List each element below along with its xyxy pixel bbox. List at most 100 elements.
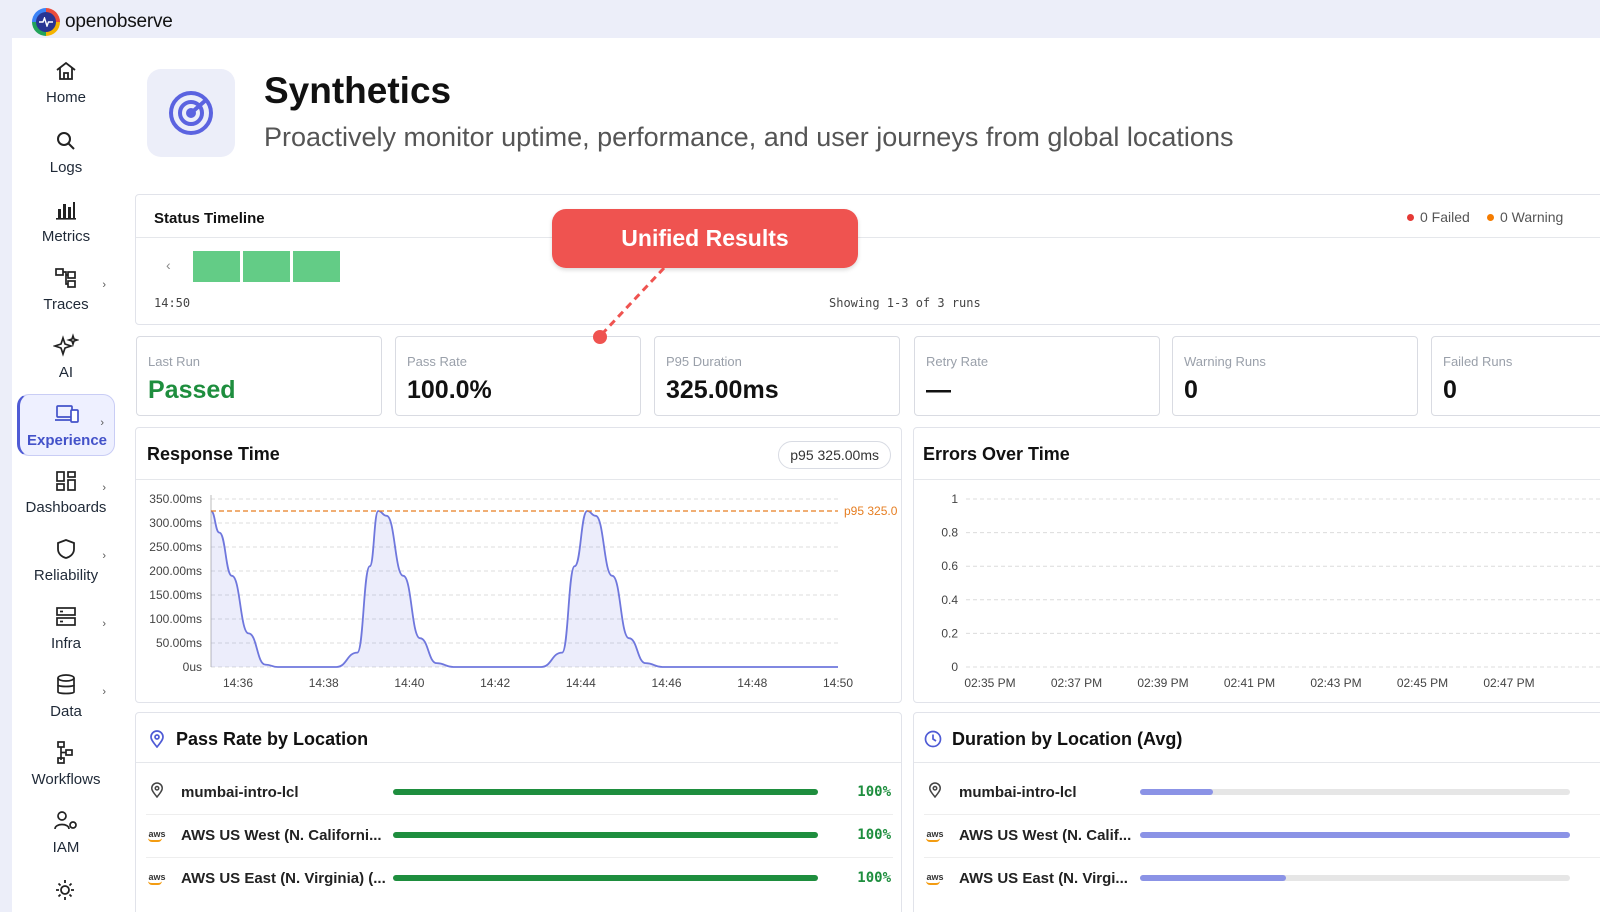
location-name: AWS US West (N. Calif...	[959, 827, 1132, 844]
response-time-title: Response Time	[147, 444, 280, 464]
sidebar: Home Logs Metrics Traces › AI Experience…	[12, 38, 120, 912]
metric-label: Pass Rate	[407, 354, 467, 369]
metric-label: Warning Runs	[1184, 354, 1266, 369]
status-timeline-header: Status Timeline 0 Failed 0 Warning	[136, 195, 1600, 238]
response-time-area	[211, 511, 838, 667]
server-icon	[52, 603, 80, 631]
metric-label: Retry Rate	[926, 354, 989, 369]
settings-gear-icon[interactable]	[52, 876, 78, 905]
x-tick-label: 02:41 PM	[1224, 676, 1275, 690]
user-gear-icon	[52, 807, 80, 835]
list-item[interactable]: aws AWS US West (N. Calif...	[914, 814, 1600, 857]
brand-logo-icon	[32, 8, 60, 36]
metric-label: P95 Duration	[666, 354, 742, 369]
chevron-right-icon: ›	[102, 550, 106, 562]
status-timeline-card: Status Timeline 0 Failed 0 Warning ‹ 14:…	[135, 194, 1600, 325]
x-tick-label: 14:48	[737, 676, 767, 690]
timeline-run-block[interactable]	[243, 251, 290, 282]
x-tick-label: 14:38	[309, 676, 339, 690]
x-tick-label: 02:35 PM	[964, 676, 1015, 690]
sidebar-item-metrics[interactable]: Metrics	[16, 189, 116, 251]
warning-dot-icon	[1487, 213, 1494, 221]
y-tick-label: 50.00ms	[156, 636, 202, 650]
synthetics-icon	[147, 69, 235, 157]
sidebar-item-label: Traces	[43, 296, 89, 313]
metric-value: 0	[1443, 376, 1457, 404]
location-name: mumbai-intro-lcl	[959, 784, 1077, 801]
timeline-time-label: 14:50	[154, 296, 191, 310]
timeline-showing-label: Showing 1-3 of 3 runs	[829, 296, 981, 310]
brand[interactable]: openobserve	[32, 8, 173, 36]
warning-count: 0 Warning	[1500, 209, 1564, 225]
y-tick-label: 0.6	[941, 559, 958, 573]
sidebar-item-label: Dashboards	[25, 499, 107, 516]
metric-failed-runs: Failed Runs 0	[1431, 336, 1600, 416]
duration-bar	[1140, 832, 1570, 838]
list-item[interactable]: aws AWS US East (N. Virgi...	[914, 857, 1600, 900]
warning-legend[interactable]: 0 Warning	[1487, 209, 1563, 225]
y-tick-label: 0.8	[941, 526, 958, 540]
y-tick-label: 1	[951, 492, 958, 506]
response-time-line	[210, 510, 839, 668]
sidebar-item-logs[interactable]: Logs	[16, 120, 116, 182]
timeline-run-block[interactable]	[293, 251, 340, 282]
chevron-left-icon[interactable]: ‹	[166, 257, 171, 273]
sidebar-item-traces[interactable]: Traces ›	[16, 257, 116, 319]
sidebar-item-dashboards[interactable]: Dashboards ›	[16, 460, 116, 522]
chevron-right-icon: ›	[102, 279, 106, 291]
sidebar-item-label: IAM	[52, 839, 80, 856]
sidebar-item-workflows[interactable]: Workflows	[16, 732, 116, 794]
page-title: Synthetics	[264, 70, 452, 111]
y-tick-label: 150.00ms	[149, 588, 202, 602]
list-item[interactable]: aws AWS US East (N. Virginia) (... 100%	[136, 857, 901, 900]
sidebar-item-label: Metrics	[41, 228, 91, 245]
pass-rate-value: 100%	[857, 870, 891, 886]
sidebar-item-infra[interactable]: Infra ›	[16, 596, 116, 658]
duration-by-location-card: Duration by Location (Avg) mumbai-intro-…	[913, 712, 1600, 912]
y-tick-label: 300.00ms	[149, 516, 202, 530]
shield-icon	[52, 535, 80, 563]
sidebar-item-data[interactable]: Data ›	[16, 664, 116, 726]
sidebar-item-label: Data	[50, 703, 82, 720]
location-pin-icon	[148, 782, 166, 803]
y-tick-label: 0.4	[941, 593, 958, 607]
x-tick-label: 02:45 PM	[1397, 676, 1448, 690]
p95-badge: p95 325.00ms	[778, 441, 891, 469]
home-icon	[52, 57, 80, 85]
x-tick-label: 02:37 PM	[1051, 676, 1102, 690]
pass-rate-value: 100%	[857, 784, 891, 800]
location-name: mumbai-intro-lcl	[181, 784, 299, 801]
list-item[interactable]: aws AWS US West (N. Californi... 100%	[136, 814, 901, 857]
clock-icon	[924, 730, 942, 753]
bar-chart-icon	[52, 196, 80, 224]
response-time-chart: 350.00ms 300.00ms 250.00ms 200.00ms 150.00ms…	[149, 492, 897, 690]
trace-icon	[52, 264, 80, 292]
list-item[interactable]: mumbai-intro-lcl	[914, 771, 1600, 814]
pass-rate-by-location-title: Pass Rate by Location	[176, 729, 369, 749]
sidebar-item-reliability[interactable]: Reliability ›	[16, 528, 116, 590]
y-tick-label: 0us	[183, 660, 202, 674]
y-tick-label: 0.2	[941, 626, 958, 640]
aws-icon: aws	[926, 872, 944, 885]
x-tick-label: 14:40	[394, 676, 424, 690]
duration-bar	[1140, 789, 1214, 795]
sidebar-item-label: AI	[58, 364, 74, 381]
sidebar-item-ai[interactable]: AI	[16, 325, 116, 387]
x-tick-label: 14:50	[823, 676, 853, 690]
failed-legend[interactable]: 0 Failed	[1407, 209, 1470, 225]
location-name: AWS US East (N. Virgi...	[959, 870, 1128, 887]
chevron-right-icon: ›	[102, 618, 106, 630]
dashboard-icon	[52, 467, 80, 495]
sidebar-item-experience[interactable]: Experience ›	[17, 394, 115, 456]
location-name: AWS US East (N. Virginia) (...	[181, 870, 386, 887]
duration-by-location-title: Duration by Location (Avg)	[952, 729, 1183, 749]
list-item[interactable]: mumbai-intro-lcl 100%	[136, 771, 901, 814]
sidebar-item-label: Infra	[50, 635, 81, 652]
metric-value: Passed	[148, 376, 236, 404]
sidebar-item-iam[interactable]: IAM	[16, 800, 116, 862]
metric-value: 325.00ms	[666, 376, 779, 404]
sidebar-item-home[interactable]: Home	[16, 50, 116, 112]
pass-rate-bar	[393, 875, 818, 881]
sidebar-item-label: Logs	[49, 159, 83, 176]
timeline-run-block[interactable]	[193, 251, 240, 282]
